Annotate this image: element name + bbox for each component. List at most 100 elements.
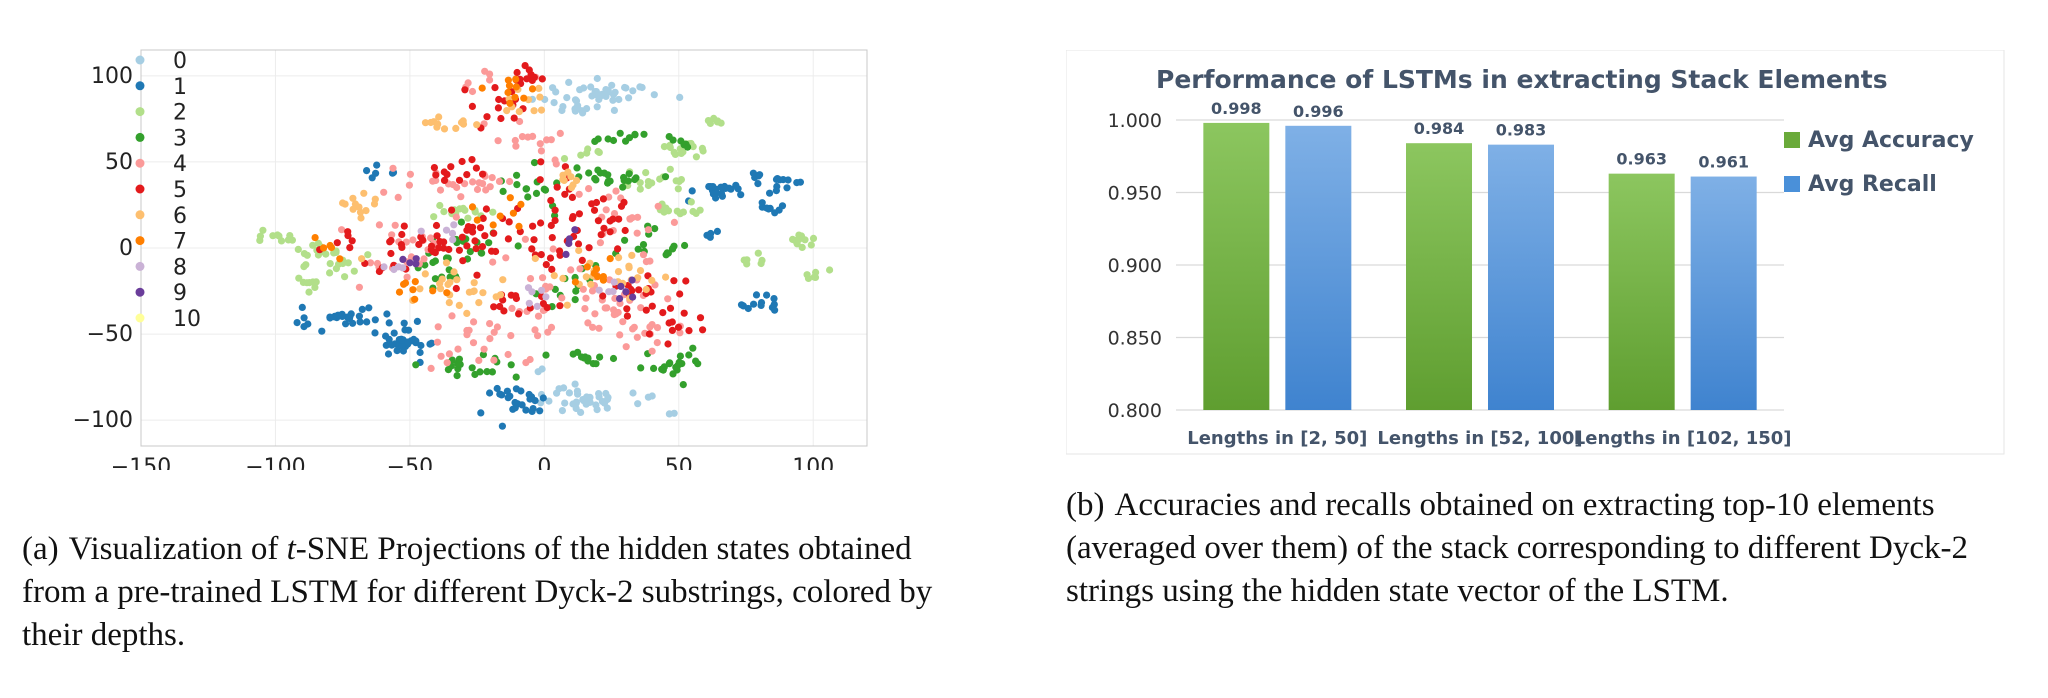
x-category-label: Lengths in [2, 50] [1187,428,1367,449]
scatter-point-depth-2 [299,278,307,286]
scatter-point-depth-4 [547,136,555,144]
scatter-point-depth-2 [295,274,303,282]
scatter-point-depth-2 [706,119,715,127]
scatter-point-depth-2 [673,207,681,215]
scatter-point-depth-5 [433,232,441,240]
scatter-point-depth-3 [499,187,507,195]
scatter-point-depth-4 [388,231,396,239]
scatter-point-depth-0 [593,74,601,83]
scatter-point-depth-2 [456,205,464,213]
scatter-point-depth-1 [771,306,779,314]
scatter-point-depth-8 [605,288,613,296]
scatter-point-depth-1 [763,204,771,212]
scatter-point-depth-0 [574,390,582,398]
scatter-point-depth-5 [513,68,521,77]
scatter-point-depth-1 [416,348,424,357]
scatter-point-depth-5 [537,251,545,259]
scatter-point-depth-5 [546,254,555,262]
scatter-point-depth-4 [637,304,645,312]
scatter-point-depth-9 [412,255,420,263]
scatter-point-depth-2 [696,206,704,214]
scatter-point-depth-2 [440,208,448,216]
scatter-point-depth-4 [475,179,483,187]
scatter-point-depth-7 [506,99,514,107]
scatter-point-depth-4 [518,133,526,141]
scatter-point-depth-3 [592,360,600,368]
scatter-point-depth-6 [575,246,583,255]
x-tick-label: −150 [111,455,171,470]
legend-marker [135,55,145,65]
caption-a-pre: Visualization of [68,531,287,567]
scatter-point-depth-0 [545,397,553,405]
scatter-point-depth-8 [380,263,388,271]
scatter-point-depth-5 [386,238,394,246]
scatter-point-depth-3 [591,174,599,183]
scatter-point-depth-6 [563,301,571,309]
scatter-point-depth-0 [579,109,587,117]
x-category-label: Lengths in [102, 150] [1574,428,1792,449]
scatter-point-depth-5 [548,234,556,242]
scatter-point-depth-8 [525,299,533,307]
scatter-point-depth-7 [517,200,525,208]
scatter-point-depth-0 [592,91,600,99]
scatter-point-depth-6 [628,251,636,259]
scatter-point-depth-5 [548,265,556,273]
scatter-point-depth-2 [311,283,319,291]
scatter-point-depth-3 [631,130,639,138]
legend-label: 8 [173,255,187,280]
legend-marker [135,158,145,168]
scatter-point-depth-4 [480,345,488,353]
scatter-point-depth-1 [385,335,393,343]
scatter-point-depth-4 [646,323,654,331]
scatter-point-depth-3 [625,170,633,178]
scatter-point-depth-3 [514,242,522,250]
scatter-point-depth-5 [561,163,569,171]
scatter-point-depth-7 [512,75,520,83]
scatter-point-depth-1 [413,317,421,325]
scatter-point-depth-0 [601,91,610,99]
scatter-point-depth-1 [401,326,409,334]
scatter-point-depth-8 [394,263,402,271]
scatter-point-depth-6 [370,200,379,208]
scatter-point-depth-2 [644,178,653,186]
scatter-point-depth-5 [599,195,608,203]
scatter-point-depth-4 [453,183,461,192]
legend-swatch [1784,176,1800,192]
scatter-point-depth-4 [506,177,514,186]
legend-marker [135,81,145,91]
scatter-point-depth-1 [363,167,371,175]
scatter-point-depth-5 [623,305,631,313]
scatter-point-depth-8 [449,236,457,244]
scatter-point-depth-4 [654,202,662,210]
scatter-point-depth-5 [468,156,476,164]
scatter-point-depth-5 [615,215,623,223]
scatter-point-depth-4 [461,180,469,188]
scatter-point-depth-5 [528,245,536,253]
scatter-point-depth-8 [538,286,546,294]
scatter-point-depth-1 [342,320,350,328]
scatter-point-depth-2 [811,273,820,281]
scatter-point-depth-3 [622,137,630,145]
scatter-point-depth-0 [561,399,569,407]
scatter-point-depth-2 [286,232,294,240]
y-tick-label: 1.000 [1108,110,1162,132]
scatter-point-depth-9 [628,276,636,284]
scatter-point-depth-2 [335,260,343,268]
scatter-point-depth-6 [421,270,429,278]
scatter-point-depth-2 [309,241,317,249]
scatter-point-depth-5 [574,240,583,248]
scatter-point-depth-5 [617,202,626,210]
y-tick-label: 0.850 [1108,328,1162,350]
scatter-point-depth-2 [666,165,674,173]
scatter-point-depth-3 [669,136,677,144]
scatter-point-depth-0 [676,93,684,101]
scatter-point-depth-2 [350,267,358,275]
scatter-point-depth-1 [784,176,792,184]
legend-label: 7 [173,230,187,255]
scatter-point-depth-3 [542,351,550,359]
y-tick-label: −100 [73,408,133,433]
scatter-point-depth-1 [529,405,537,413]
scatter-point-depth-8 [442,226,451,234]
scatter-point-depth-5 [452,284,460,293]
scatter-point-depth-0 [558,407,566,415]
